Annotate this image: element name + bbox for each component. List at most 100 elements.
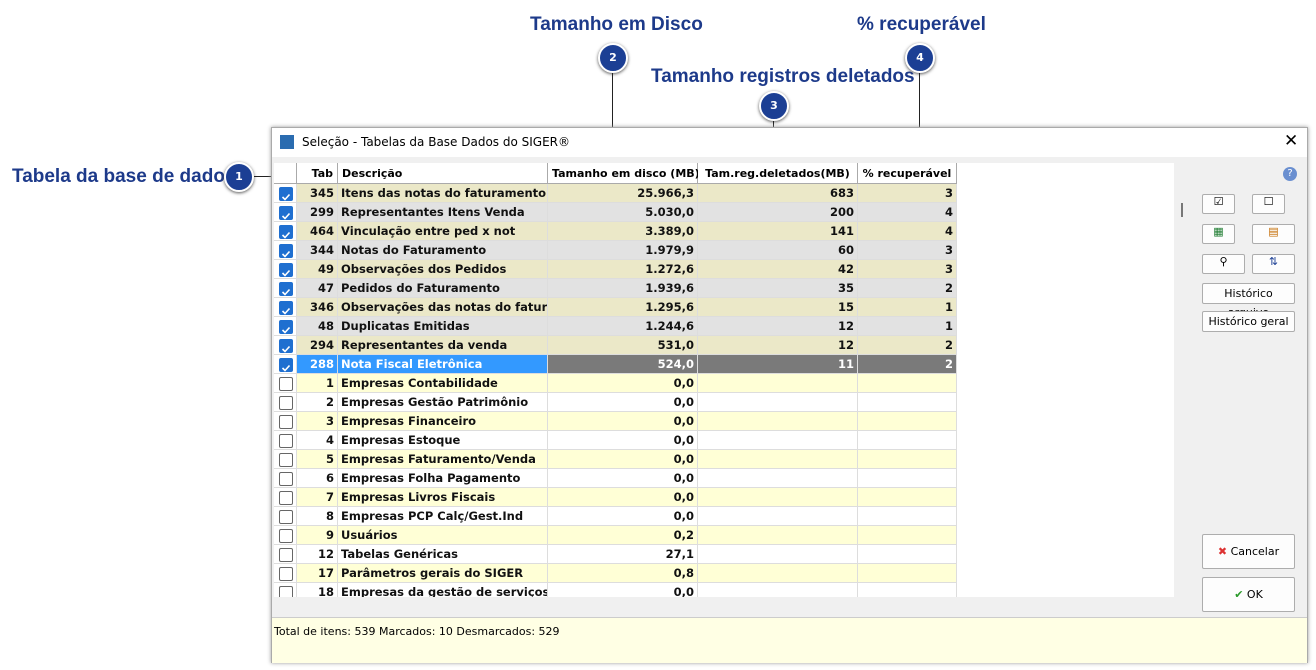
row-checkbox[interactable] [279,434,293,448]
table-cell: 27,1 [548,545,698,564]
table-cell: 0,0 [548,374,698,393]
table-cell: Duplicatas Emitidas [338,317,548,336]
column-header: Tamanho em disco (MB) [548,163,700,184]
table-cell: 9 [297,526,338,545]
row-checkbox[interactable] [279,529,293,543]
check-all-button[interactable]: ☑ [1202,194,1235,214]
callout-line [612,73,613,163]
table-cell: 344 [297,241,338,260]
table-cell [858,469,957,488]
row-checkbox[interactable] [279,396,293,410]
callout-label: Tamanho em Disco [530,14,703,35]
table-cell: 3.389,0 [548,222,698,241]
table-cell [858,431,957,450]
scrollbar[interactable] [1174,163,1190,597]
table-cell: 25.966,3 [548,184,698,203]
table-cell: 200 [698,203,858,222]
table-cell: Empresas Contabilidade [338,374,548,393]
row-checkbox[interactable] [279,206,293,220]
header-cell [274,163,297,184]
excel-button[interactable]: ▦ [1202,224,1235,244]
row-checkbox[interactable] [279,244,293,258]
table-cell [698,488,858,507]
table-cell: 0,0 [548,412,698,431]
title-bar: Seleção - Tabelas da Base Dados do SIGER… [272,128,1307,157]
table-cell [858,488,957,507]
column-header: % recuperável [858,163,957,184]
row-checkbox[interactable] [279,263,293,277]
row-checkbox[interactable] [279,415,293,429]
table-cell [858,412,957,431]
table-cell: 7 [297,488,338,507]
table-cell: 0,0 [548,583,698,597]
table-cell: Observações das notas do fatur [338,298,548,317]
table-cell: Empresas Estoque [338,431,548,450]
table-cell [858,526,957,545]
table-cell: 2 [858,279,957,298]
table-cell: 2 [858,355,957,374]
table-cell: Pedidos do Faturamento [338,279,548,298]
row-checkbox[interactable] [279,453,293,467]
column-header: Tam.reg.deletados(MB) [698,163,858,184]
table-cell: 0,0 [548,507,698,526]
table-cell: 1.244,6 [548,317,698,336]
ok-button[interactable]: ✔ OK [1202,577,1295,612]
table-cell: 1.979,9 [548,241,698,260]
table-cell: Tabelas Genéricas [338,545,548,564]
callout-line [919,73,920,163]
row-checkbox[interactable] [279,548,293,562]
row-checkbox[interactable] [279,282,293,296]
table-cell: 12 [698,317,858,336]
help-icon[interactable]: ? [1283,167,1297,181]
table-cell: 2 [297,393,338,412]
table-cell: Empresas Gestão Patrimônio [338,393,548,412]
table-cell [858,545,957,564]
table-cell: 524,0 [548,355,698,374]
table-cell: 299 [297,203,338,222]
row-checkbox[interactable] [279,377,293,391]
table-cell: 464 [297,222,338,241]
table-cell: 12 [297,545,338,564]
table-cell: 1 [858,298,957,317]
history-file-button[interactable]: Histórico arquivo [1202,283,1295,319]
table-cell: 1.939,6 [548,279,698,298]
table-cell: 3 [858,241,957,260]
search-button[interactable]: ⚲ [1202,254,1245,274]
row-checkbox[interactable] [279,225,293,239]
table-cell [698,469,858,488]
row-checkbox[interactable] [279,491,293,505]
row-checkbox[interactable] [279,320,293,334]
table-cell [858,450,957,469]
row-checkbox[interactable] [279,358,293,372]
report-button[interactable]: ▤ [1252,224,1295,244]
table-cell [698,393,858,412]
row-checkbox[interactable] [279,567,293,581]
table-cell [858,507,957,526]
close-button[interactable]: ✕ [1284,131,1299,151]
table-cell: Vinculação entre ped x not [338,222,548,241]
table-cell: 0,0 [548,450,698,469]
table-cell [698,545,858,564]
cancel-button[interactable]: ✖ Cancelar [1202,534,1295,569]
callout-badge: 1 [224,162,254,192]
callout-badge: 2 [598,43,628,73]
row-checkbox[interactable] [279,339,293,353]
row-checkbox[interactable] [279,510,293,524]
row-checkbox[interactable] [279,472,293,486]
table-cell: 0,0 [548,488,698,507]
sort-button[interactable]: ⇅ [1252,254,1295,274]
table-cell: 1.272,6 [548,260,698,279]
row-checkbox[interactable] [279,586,293,597]
table-cell [698,564,858,583]
app-icon [280,135,294,149]
table-cell: Notas do Faturamento [338,241,548,260]
row-checkbox[interactable] [279,301,293,315]
table-cell: 4 [858,222,957,241]
row-checkbox[interactable] [279,187,293,201]
table-cell: Observações dos Pedidos [338,260,548,279]
table-cell [698,526,858,545]
history-general-button[interactable]: Histórico geral [1202,311,1295,332]
uncheck-all-button[interactable]: ☐ [1252,194,1285,214]
table-cell: 42 [698,260,858,279]
callout-badge: 3 [759,91,789,121]
